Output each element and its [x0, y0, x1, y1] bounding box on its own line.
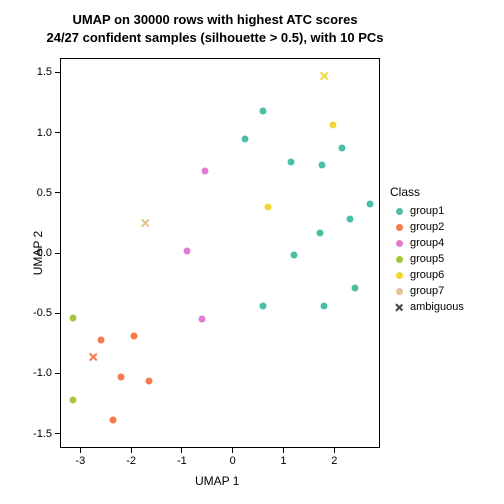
legend-swatch: [390, 268, 408, 282]
umap-scatter-figure: UMAP on 30000 rows with highest ATC scor…: [0, 0, 504, 504]
y-tick-mark: [55, 132, 60, 133]
data-point: [110, 417, 117, 424]
legend-swatch: [390, 284, 408, 298]
legend-item: group7: [390, 283, 464, 299]
x-tick-label: 0: [230, 455, 236, 467]
data-point: [346, 216, 353, 223]
data-point: [366, 200, 373, 207]
dot-icon: [396, 240, 403, 247]
y-tick-mark: [55, 433, 60, 434]
legend-label: group4: [410, 237, 444, 249]
y-tick-label: -1.5: [28, 428, 52, 440]
legend-label: group6: [410, 269, 444, 281]
x-tick-label: -1: [177, 455, 187, 467]
y-tick-mark: [55, 313, 60, 314]
data-point: [69, 396, 76, 403]
legend-label: group5: [410, 253, 444, 265]
data-point: [330, 122, 337, 129]
y-tick-mark: [55, 253, 60, 254]
x-tick-mark: [131, 448, 132, 453]
chart-title-line1: UMAP on 30000 rows with highest ATC scor…: [0, 12, 430, 27]
data-point: [265, 204, 272, 211]
legend-title: Class: [390, 185, 464, 199]
x-axis-label: UMAP 1: [195, 474, 239, 488]
data-point: [290, 252, 297, 259]
y-tick-mark: [55, 72, 60, 73]
data-point: [242, 135, 249, 142]
x-tick-label: -2: [126, 455, 136, 467]
data-point: [317, 229, 324, 236]
dot-icon: [396, 224, 403, 231]
x-tick-label: 1: [280, 455, 286, 467]
data-point: [201, 168, 208, 175]
cross-icon: [395, 303, 404, 312]
legend-item: group5: [390, 251, 464, 267]
legend-item: group6: [390, 267, 464, 283]
x-tick-label: 2: [331, 455, 337, 467]
data-point: [288, 158, 295, 165]
legend-swatch: [390, 204, 408, 218]
y-tick-mark: [55, 192, 60, 193]
legend-swatch: [390, 220, 408, 234]
y-tick-label: -0.5: [28, 307, 52, 319]
legend-item: group2: [390, 219, 464, 235]
data-point: [69, 315, 76, 322]
data-point: [260, 107, 267, 114]
plot-area: [60, 58, 380, 448]
y-tick-label: 1.5: [28, 66, 52, 78]
data-point: [117, 373, 124, 380]
data-point: [88, 352, 98, 362]
dot-icon: [396, 288, 403, 295]
y-tick-mark: [55, 373, 60, 374]
data-point: [338, 145, 345, 152]
legend-swatch: [390, 252, 408, 266]
legend: Class group1 group2 group4 group5 group6 grou…: [390, 185, 464, 315]
dot-icon: [396, 272, 403, 279]
legend-swatch: [390, 300, 408, 314]
x-tick-mark: [334, 448, 335, 453]
x-tick-mark: [283, 448, 284, 453]
y-tick-label: 0.5: [28, 187, 52, 199]
data-point: [260, 302, 267, 309]
legend-item: ambiguous: [390, 299, 464, 315]
x-tick-mark: [181, 448, 182, 453]
data-point: [183, 247, 190, 254]
y-tick-label: 1.0: [28, 127, 52, 139]
dot-icon: [396, 208, 403, 215]
data-point: [140, 218, 150, 228]
data-point: [145, 377, 152, 384]
legend-label: ambiguous: [410, 301, 464, 313]
y-tick-label: 0.0: [28, 247, 52, 259]
x-tick-mark: [232, 448, 233, 453]
legend-label: group2: [410, 221, 444, 233]
data-point: [318, 162, 325, 169]
chart-title-line2: 24/27 confident samples (silhouette > 0.…: [0, 30, 430, 45]
legend-item: group1: [390, 203, 464, 219]
data-point: [130, 333, 137, 340]
x-tick-label: -3: [75, 455, 85, 467]
data-point: [351, 284, 358, 291]
legend-item: group4: [390, 235, 464, 251]
x-tick-mark: [80, 448, 81, 453]
data-point: [319, 71, 329, 81]
data-point: [97, 336, 104, 343]
legend-label: group7: [410, 285, 444, 297]
dot-icon: [396, 256, 403, 263]
legend-label: group1: [410, 205, 444, 217]
y-tick-label: -1.0: [28, 367, 52, 379]
data-point: [199, 316, 206, 323]
legend-swatch: [390, 236, 408, 250]
data-point: [321, 302, 328, 309]
